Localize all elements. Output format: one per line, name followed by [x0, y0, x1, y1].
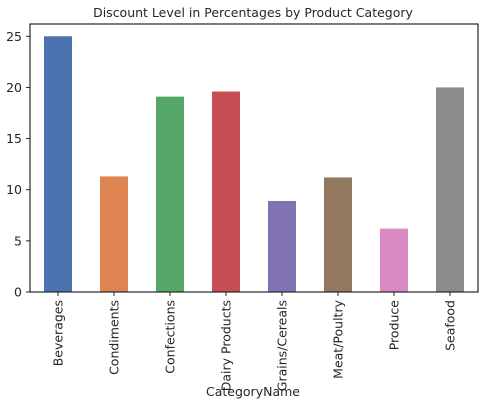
- x-tick-label: Meat/Poultry: [331, 299, 346, 378]
- x-tick-label: Condiments: [107, 300, 122, 375]
- x-axis-label: CategoryName: [206, 384, 300, 399]
- y-tick-label: 20: [6, 80, 22, 95]
- bar-confections: [156, 96, 184, 293]
- bar-grains-cereals: [268, 200, 296, 292]
- y-tick-label: 10: [6, 182, 22, 197]
- y-tick-label: 5: [14, 233, 22, 248]
- chart-title: Discount Level in Percentages by Product…: [93, 5, 413, 20]
- x-tick-label: Seafood: [443, 300, 458, 351]
- bar-seafood: [436, 87, 464, 292]
- x-tick-label: Beverages: [51, 300, 66, 366]
- plot-frame: [29, 23, 479, 293]
- y-tick-label: 15: [6, 131, 22, 146]
- bars: [44, 36, 464, 293]
- x-tick-label: Grains/Cereals: [275, 300, 290, 391]
- y-tick-label: 0: [14, 285, 22, 300]
- bar-beverages: [44, 36, 72, 292]
- x-axis-ticks: Beverages Condiments Confections Dairy Prod…: [51, 292, 458, 391]
- y-tick-label: 25: [6, 29, 22, 44]
- bar-produce: [380, 228, 408, 292]
- x-tick-label: Produce: [387, 300, 402, 351]
- x-tick-label: Confections: [163, 300, 178, 374]
- x-tick-label: Dairy Products: [219, 300, 234, 391]
- y-axis-ticks: 0 5 10 15 20 25: [6, 29, 30, 300]
- bar-meat-poultry: [324, 177, 352, 292]
- bar-condiments: [100, 176, 128, 292]
- bar-dairy-products: [212, 91, 240, 293]
